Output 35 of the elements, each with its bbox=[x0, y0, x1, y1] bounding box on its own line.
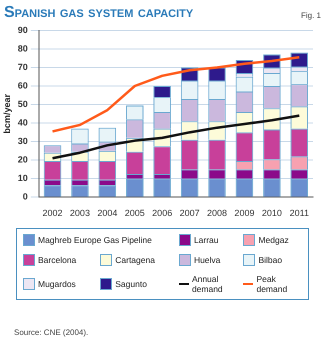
y-tick-label: 70 bbox=[18, 62, 28, 72]
legend-label: Medgaz bbox=[258, 235, 289, 245]
y-tick-label: 10 bbox=[18, 173, 28, 184]
legend-label: Peak demand bbox=[256, 274, 288, 294]
x-tick-label: 2011 bbox=[290, 208, 309, 218]
x-tick-label: 2010 bbox=[262, 208, 282, 218]
legend-label: Cartagena bbox=[115, 255, 155, 265]
legend-label: Sagunto bbox=[115, 279, 147, 289]
x-tick-label: 2003 bbox=[70, 208, 90, 218]
legend-label: Maghreb Europe Gas Pipeline bbox=[38, 235, 152, 245]
y-tick-label: 30 bbox=[18, 136, 28, 146]
legend-label: Huelva bbox=[194, 255, 220, 265]
legend-label: Larrau bbox=[194, 235, 219, 245]
y-axis-title: bcm/year bbox=[2, 94, 12, 134]
x-tick-label: 2006 bbox=[152, 208, 172, 218]
x-tick-label: 2009 bbox=[234, 208, 254, 218]
y-tick-label: 40 bbox=[18, 118, 28, 128]
legend-label: Barcelona bbox=[38, 255, 76, 265]
y-tick-label: 60 bbox=[18, 80, 28, 90]
x-tick-label: 2002 bbox=[42, 208, 63, 218]
legend-label: Bilbao bbox=[258, 255, 282, 265]
y-tick-label: 0 bbox=[22, 192, 28, 202]
y-tick-label: 20 bbox=[18, 154, 28, 165]
x-tick-label: 2004 bbox=[97, 208, 118, 218]
y-tick-label: 90 bbox=[18, 24, 28, 35]
x-tick-label: 2005 bbox=[124, 208, 145, 218]
chart-title: Spanish gas system capacity bbox=[4, 4, 194, 22]
source-note: Source: CNE (2004). bbox=[14, 328, 88, 337]
caption: Fig. 1 bbox=[300, 11, 321, 22]
y-tick-label: 50 bbox=[18, 99, 28, 110]
y-tick-label: 80 bbox=[18, 43, 28, 54]
x-tick-label: 2007 bbox=[180, 208, 200, 218]
x-tick-label: 2008 bbox=[207, 208, 228, 218]
legend-label: Annual demand bbox=[192, 274, 224, 294]
legend-label: Mugardos bbox=[38, 279, 76, 289]
